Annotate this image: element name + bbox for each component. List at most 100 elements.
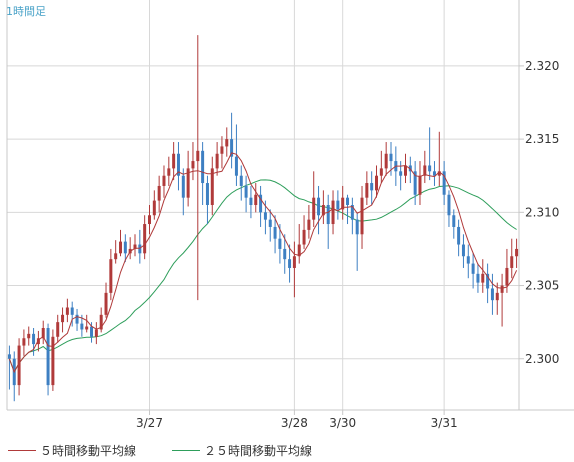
candle-down	[471, 263, 475, 274]
candle-up	[22, 338, 26, 346]
candle-down	[447, 194, 451, 216]
candle-up	[302, 229, 306, 245]
candle-up	[292, 256, 296, 268]
candle-down	[486, 273, 490, 289]
candle-down	[239, 175, 243, 186]
candle-up	[191, 161, 195, 169]
y-tick-label: 2.300	[525, 352, 559, 366]
candle-down	[399, 171, 403, 176]
candle-up	[220, 146, 224, 154]
candle-down	[268, 219, 272, 227]
candle-up	[341, 197, 345, 210]
candle-up	[27, 333, 31, 339]
candle-down	[346, 197, 350, 205]
ma25-line	[8, 179, 517, 374]
candle-up	[99, 314, 103, 330]
legend-swatch-ma5	[8, 450, 36, 451]
candle-down	[408, 165, 412, 172]
candle-up	[297, 244, 301, 257]
candle-down	[123, 241, 127, 254]
candle-down	[288, 259, 292, 268]
x-tick-label: 3/30	[329, 416, 356, 430]
candle-down	[317, 197, 321, 216]
candle-up	[61, 314, 65, 323]
candle-up	[225, 139, 229, 147]
candle-up	[157, 185, 161, 201]
candle-down	[46, 328, 50, 386]
legend-swatch-ma25	[172, 450, 200, 451]
candle-up	[495, 292, 499, 301]
chart-area: 2.300 2.305 2.310 2.315 2.320 3/27 3/28 3/30 3/3…	[6, 0, 574, 430]
candle-down	[326, 205, 330, 225]
timeframe-label: 1時間足	[6, 5, 46, 18]
x-tick-label: 3/28	[281, 416, 308, 430]
candle-down	[283, 248, 287, 260]
candle-up	[114, 253, 118, 260]
candle-up	[36, 338, 40, 345]
candle-up	[196, 150, 200, 162]
candle-down	[428, 165, 432, 172]
y-tick-label: 2.305	[525, 279, 559, 293]
candle-down	[138, 244, 142, 254]
legend-label-ma5: ５時間移動平均線	[40, 444, 137, 458]
candle-down	[32, 333, 36, 345]
candle-up	[505, 267, 509, 286]
candle-up	[360, 197, 364, 235]
candle-up	[423, 165, 427, 176]
candle-down	[249, 197, 253, 205]
candle-up	[418, 175, 422, 195]
candle-up	[65, 307, 69, 315]
candle-up	[515, 248, 519, 257]
candle-up	[119, 241, 123, 254]
candle-down	[90, 326, 94, 337]
candle-up	[41, 328, 45, 339]
candle-up	[210, 168, 214, 205]
candle-down	[432, 171, 436, 176]
candle-up	[321, 205, 325, 216]
candle-down	[201, 150, 205, 184]
candle-down	[452, 215, 456, 227]
candle-up	[215, 153, 219, 169]
candle-down	[205, 183, 209, 205]
candle-down	[259, 194, 263, 213]
candle-up	[403, 165, 407, 176]
ma5-series	[8, 152, 518, 374]
candle-down	[389, 153, 393, 162]
candle-down	[336, 200, 340, 210]
ma5-line	[8, 152, 518, 374]
candle-up	[379, 168, 383, 176]
candle-up	[500, 285, 504, 293]
candle-down	[70, 307, 74, 315]
candle-up	[437, 171, 441, 176]
candle-up	[481, 273, 485, 283]
legend: ５時間移動平均線 ２５時間移動平均線	[0, 438, 574, 462]
gridlines	[7, 0, 519, 410]
candle-up	[254, 194, 258, 205]
ma25-series	[8, 179, 517, 374]
candle-down	[181, 175, 185, 198]
candle-up	[510, 256, 514, 268]
candle-down	[234, 156, 238, 176]
candle-up	[147, 215, 151, 225]
candle-up	[51, 336, 55, 386]
y-tick-label: 2.310	[525, 205, 559, 219]
candle-up	[162, 175, 166, 186]
x-tick-label: 3/31	[431, 416, 458, 430]
candle-up	[17, 345, 21, 386]
candle-down	[466, 256, 470, 264]
candle-down	[80, 323, 84, 330]
candle-up	[152, 200, 156, 216]
candle-up	[312, 197, 316, 220]
candle-up	[331, 200, 335, 225]
candle-up	[94, 329, 98, 337]
candle-up	[104, 292, 108, 315]
legend-label-ma25: ２５時間移動平均線	[204, 444, 313, 458]
candle-down	[176, 153, 180, 176]
candle-down	[273, 226, 277, 239]
candle-down	[490, 288, 494, 301]
candle-down	[457, 226, 461, 245]
axes: 2.300 2.305 2.310 2.315 2.320 3/27 3/28 3/30 3/3…	[6, 0, 574, 430]
candle-down	[230, 139, 234, 157]
candle-down	[350, 205, 354, 220]
candle-up	[143, 224, 147, 254]
